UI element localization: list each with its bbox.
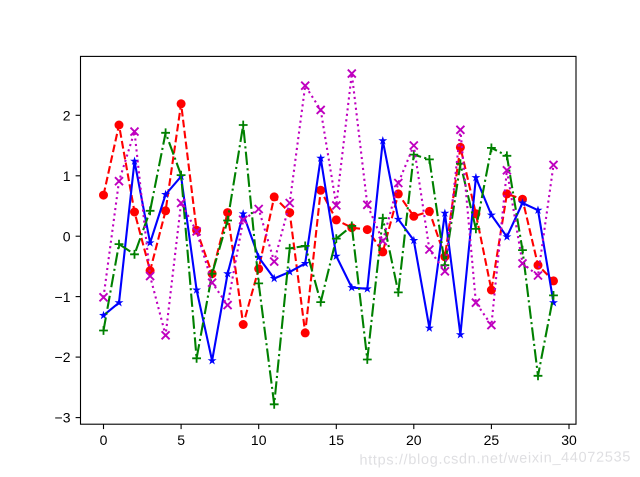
- svg-text:15: 15: [329, 432, 345, 448]
- svg-text:https://blog.csdn.net/weixin_4: https://blog.csdn.net/weixin_44072535: [359, 449, 630, 469]
- svg-text:30: 30: [561, 432, 577, 448]
- svg-text:25: 25: [484, 432, 500, 448]
- svg-text:0: 0: [63, 228, 71, 244]
- svg-text:−2: −2: [55, 349, 71, 365]
- svg-text:10: 10: [251, 432, 267, 448]
- svg-text:0: 0: [100, 432, 108, 448]
- svg-text:1: 1: [63, 168, 71, 184]
- svg-text:2: 2: [63, 107, 71, 123]
- svg-text:−1: −1: [55, 289, 71, 305]
- svg-text:5: 5: [177, 432, 185, 448]
- svg-text:−3: −3: [55, 410, 71, 426]
- svg-text:20: 20: [406, 432, 422, 448]
